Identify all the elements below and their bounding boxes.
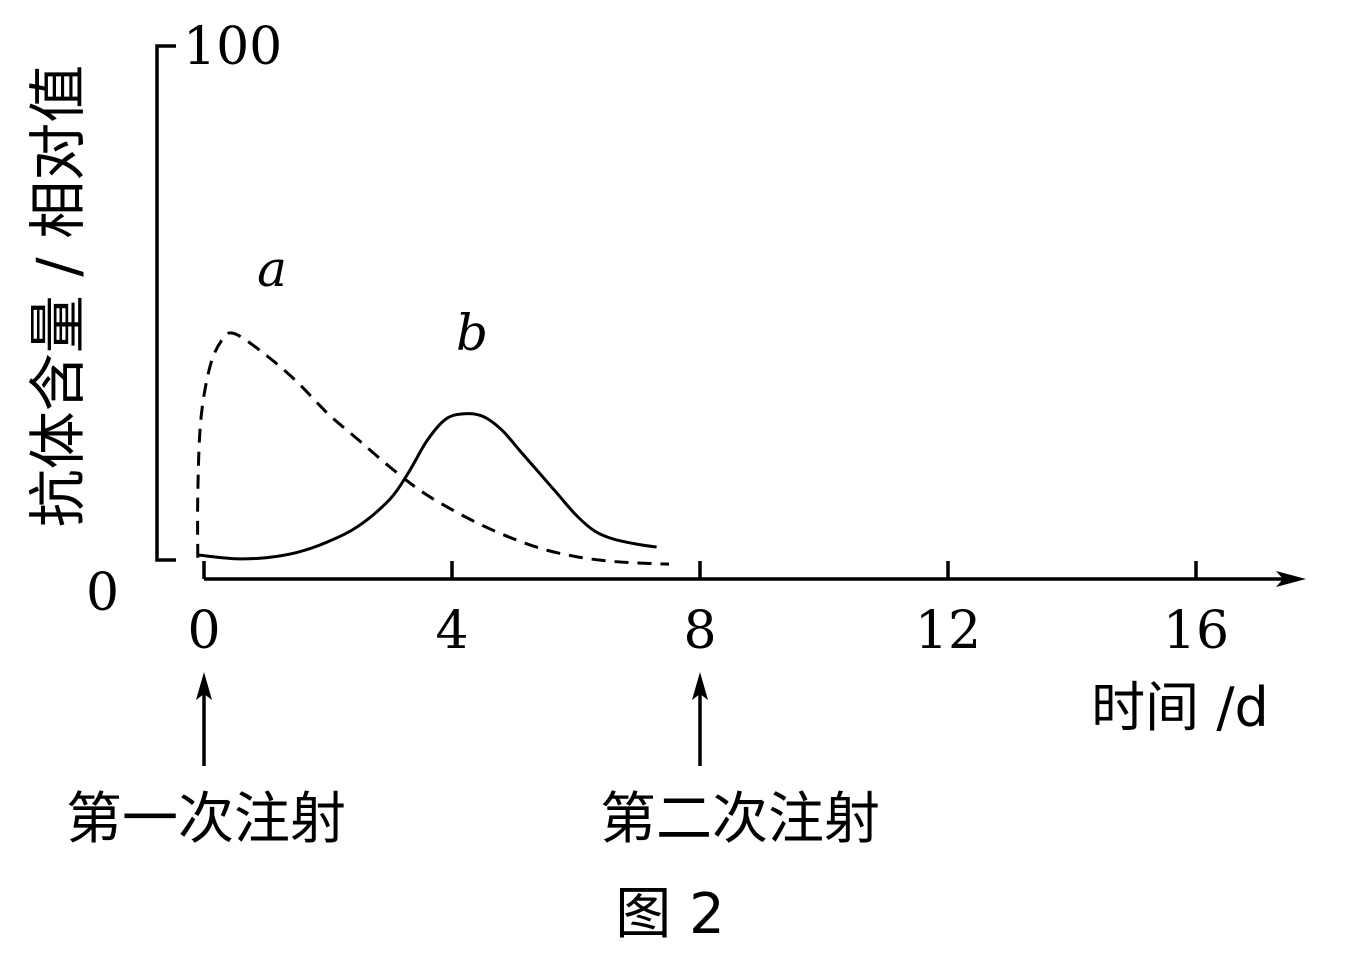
y-tick-label: 0 bbox=[86, 563, 119, 623]
x-tick-label: 16 bbox=[1163, 601, 1229, 661]
y-axis-label: 抗体含量 / 相对值 bbox=[24, 65, 92, 527]
first-injection-label: 第一次注射 bbox=[66, 787, 346, 852]
x-axis-arrowhead bbox=[1276, 571, 1306, 587]
series-b-line bbox=[197, 412, 657, 561]
series-b-label: b bbox=[456, 304, 488, 362]
figure-caption: 图 2 bbox=[615, 882, 724, 947]
first-injection-arrowhead bbox=[196, 672, 212, 700]
x-ticks: 0 4 8 12 16 bbox=[187, 561, 1229, 661]
x-tick-label: 4 bbox=[435, 601, 468, 661]
second-injection-label: 第二次注射 bbox=[600, 787, 880, 852]
x-axis-label: 时间 /d bbox=[1091, 676, 1269, 739]
series-a-line bbox=[196, 331, 670, 566]
y-axis bbox=[155, 44, 176, 562]
x-tick-label: 8 bbox=[683, 601, 716, 661]
second-injection-arrowhead bbox=[692, 672, 708, 700]
x-tick-label: 12 bbox=[915, 601, 981, 661]
x-tick-label: 0 bbox=[187, 601, 220, 661]
y-tick-label: 100 bbox=[183, 17, 282, 77]
series-a-label: a bbox=[257, 240, 287, 298]
